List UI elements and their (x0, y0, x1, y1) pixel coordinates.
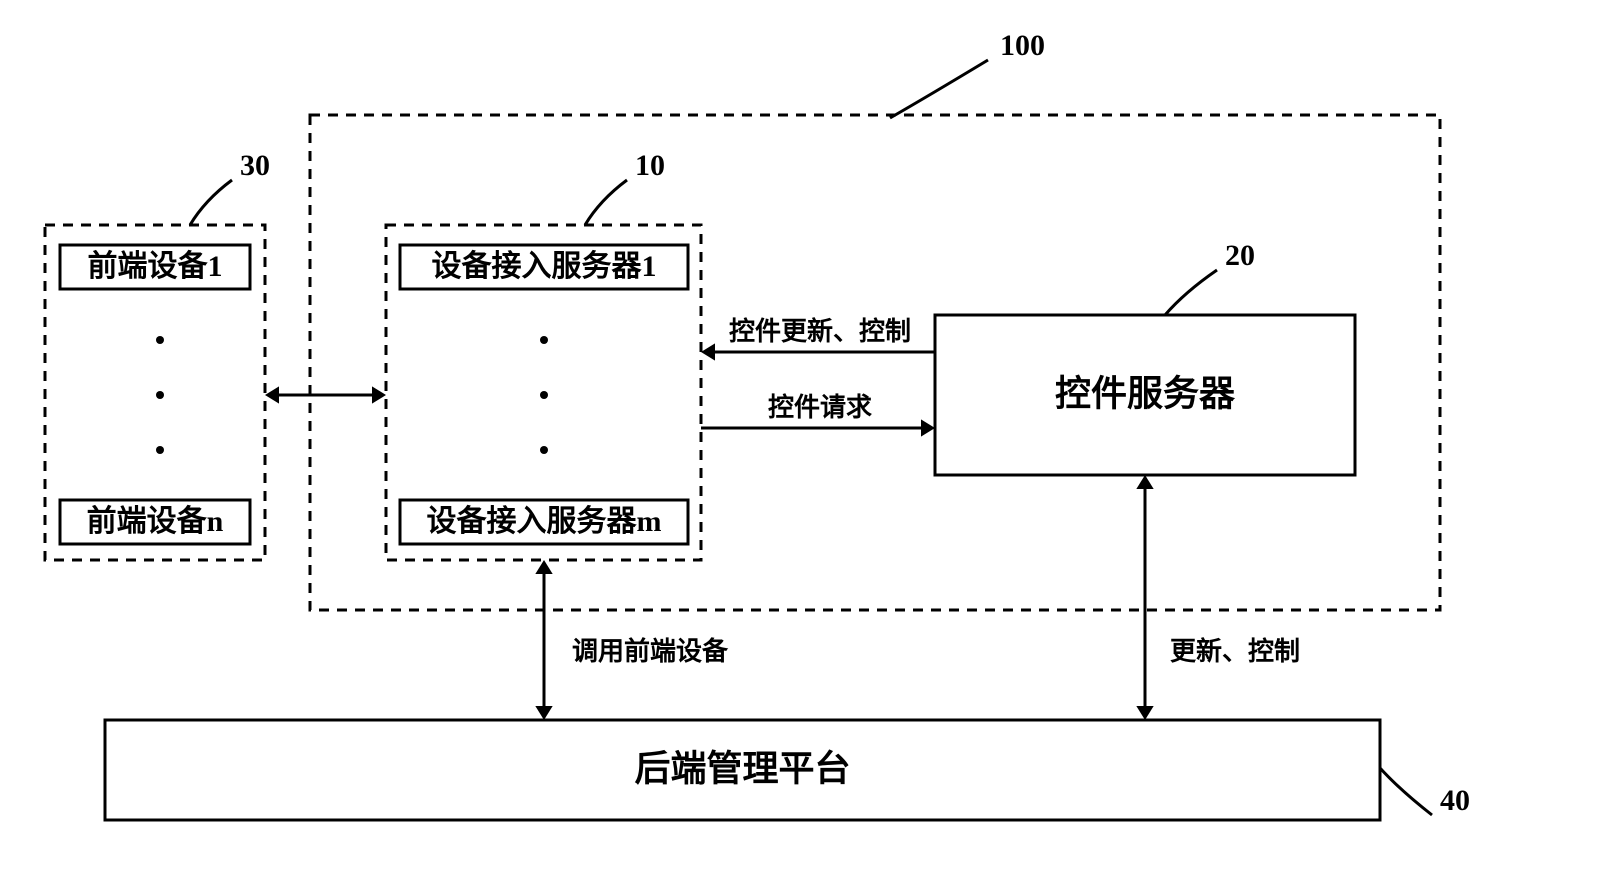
boxes.fe_last.label: 前端设备n (87, 504, 224, 538)
backend-leader (1380, 768, 1432, 815)
access-ref: 10 (635, 149, 665, 182)
system-ref: 100 (1000, 29, 1045, 62)
boxes.ac_first.label: 设备接入服务器1 (432, 249, 657, 283)
arrow-ctrl_down-label: 更新、控制 (1170, 636, 1300, 666)
vdots-fe-1 (156, 391, 164, 399)
arrow-ac_down-label: 调用前端设备 (572, 636, 729, 666)
boxes.fe_first.label: 前端设备1 (88, 249, 223, 283)
boxes.backend.label: 后端管理平台 (634, 748, 850, 788)
ctrlsrv-leader (1165, 270, 1217, 315)
ctrlsrv-ref: 20 (1225, 239, 1255, 272)
backend-ref: 40 (1440, 784, 1470, 817)
frontend-ref: 30 (240, 149, 270, 182)
boxes.ctrl.label: 控件服务器 (1055, 373, 1236, 413)
vdots-fe-2 (156, 446, 164, 454)
vdots-ac-0 (540, 336, 548, 344)
system-leader (890, 60, 988, 118)
vdots-ac-2 (540, 446, 548, 454)
access-leader (585, 180, 627, 225)
boxes.ac_last.label: 设备接入服务器m (427, 504, 662, 538)
arrow-ctrl_top-label: 控件更新、控制 (729, 316, 911, 346)
arrow-ctrl_bot-label: 控件请求 (768, 393, 872, 422)
vdots-fe-0 (156, 336, 164, 344)
frontend-leader (190, 180, 232, 225)
diagram-canvas: 前端设备1 前端设备n 设备接入服务器1 设备接入服务器m 控件服务器后端管理平台 控件更… (0, 0, 1600, 895)
vdots-ac-1 (540, 391, 548, 399)
